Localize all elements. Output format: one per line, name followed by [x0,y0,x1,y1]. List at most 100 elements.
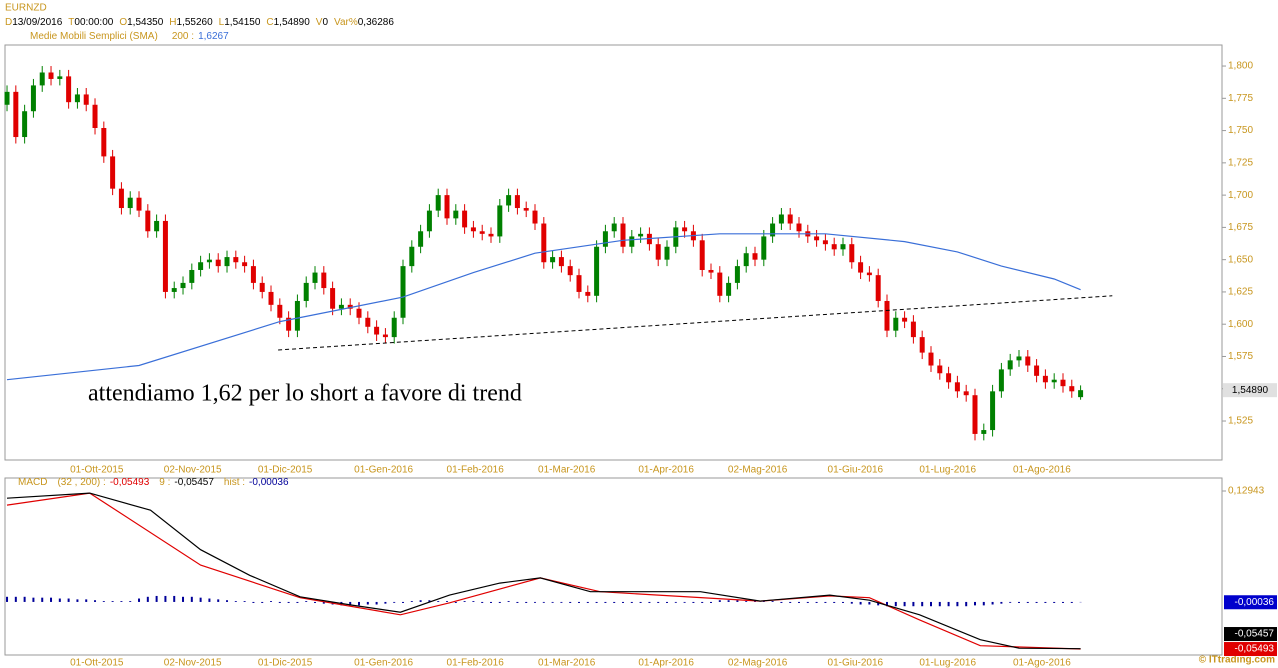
x-tick-label: 02-Nov-2015 [164,658,222,668]
x-tick-label: 01-Ott-2015 [70,465,124,476]
candle-body [717,272,723,296]
candle-body [629,236,635,247]
candle-body [233,257,239,263]
y-tick-label: 1,625 [1228,287,1253,298]
y-tick-label: 1,800 [1228,61,1253,72]
candle-body [1007,360,1013,370]
candle-body [620,223,626,247]
price-panel [4,44,1223,461]
sma-value: 1,6267 [198,31,229,42]
candle-body [1060,379,1066,387]
candle-body [22,111,28,138]
candle-body [470,227,476,232]
candle-body [1069,386,1075,392]
series-value: -0,05493 [110,477,150,488]
last-price-box [1223,383,1277,398]
candle-body [294,300,300,331]
candle-body [409,246,415,267]
value-box [1224,642,1277,657]
value-box [1224,627,1277,642]
field-label: L [219,17,225,28]
candle-body [118,188,124,209]
field-label: C [266,17,273,28]
candle-body [602,231,608,247]
candle-body [990,391,996,431]
candle-body [259,282,265,292]
x-tick-label: 02-Nov-2015 [164,465,222,476]
x-tick-label: 01-Mar-2016 [538,658,596,668]
candle-body [382,334,388,338]
candle-body [4,91,10,105]
candle-body [708,269,714,273]
y-tick-label: 1,525 [1228,416,1253,427]
candle-body [145,210,151,232]
field-label: Var% [334,17,358,28]
candle-body [902,317,908,322]
candle-body [664,246,670,260]
candle-body [858,262,864,273]
x-tick-label: 01-Giu-2016 [828,658,884,668]
candle-body [655,244,661,260]
x-tick-label: 01-Gen-2016 [354,465,413,476]
symbol: EURNZD [5,3,47,14]
y-tick-label: 1,575 [1228,351,1253,362]
candle-body [919,337,925,353]
y-tick-label: 1,700 [1228,190,1253,201]
candle-body [206,259,212,263]
candle-body [558,257,564,267]
candle-body [462,210,468,228]
candle-body [1025,356,1031,366]
x-tick-label: 01-Ago-2016 [1013,658,1071,668]
x-tick-label: 01-Ott-2015 [70,658,124,668]
candle-body [48,72,54,79]
y-tick-label: 1,725 [1228,157,1253,168]
candle-body [488,233,494,237]
sma-line [6,233,1081,381]
candle-body [875,275,881,301]
field-label: V [316,17,323,28]
candle-body [198,262,204,270]
candle-body [910,321,916,338]
candle-body [638,233,644,237]
x-tick-label: 01-Lug-2016 [919,465,976,476]
field-label: H [169,17,176,28]
field-value: 13/09/2016 [12,17,62,28]
candle-body [796,223,802,232]
candle-body [13,91,19,138]
candle-body [242,262,248,267]
x-tick-label: 01-Dic-2015 [258,465,313,476]
macd-line [6,492,1081,650]
candle-body [849,244,855,263]
x-tick-label: 02-Mag-2016 [728,658,788,668]
last-price-label: 1,54890 [1232,385,1269,396]
candle-body [734,266,740,283]
x-tick-label: 02-Mag-2016 [728,465,788,476]
candle-body [39,72,45,86]
candle-body [92,104,98,128]
y-tick-label: 1,675 [1228,222,1253,233]
field-value: 00:00:00 [74,17,113,28]
field-value: 1,54150 [224,17,261,28]
series-name: (32 , 200) : [57,477,105,488]
candle-body [1042,375,1048,383]
macd-line [6,492,1081,650]
y-tick-label: 1,750 [1228,125,1253,136]
candle-body [699,240,705,270]
y-tick-label: 0,12943 [1228,486,1265,497]
value-box-label: -0,05457 [1235,629,1275,640]
candle-body [928,352,934,366]
candle-body [1078,390,1084,398]
x-tick-label: 01-Apr-2016 [638,465,694,476]
x-tick-label: 01-Dic-2015 [258,658,313,668]
candle-body [523,208,529,211]
candle-body [400,266,406,318]
candle-body [347,304,353,309]
x-tick-label: 01-Giu-2016 [828,465,884,476]
candle-body [330,288,336,309]
candle-body [1051,379,1057,383]
candle-body [171,288,177,292]
candle-body [954,382,960,392]
candle-body [435,195,441,211]
